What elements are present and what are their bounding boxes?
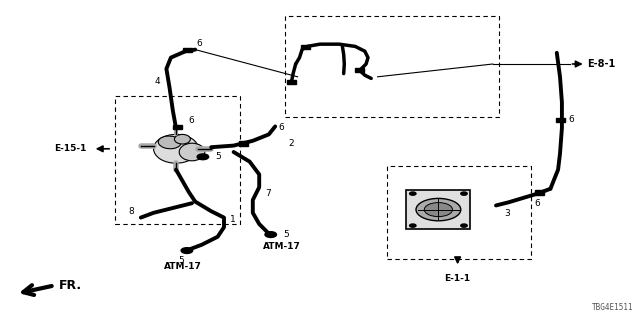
Text: ATM-17: ATM-17 [262, 242, 301, 251]
Text: E-1-1: E-1-1 [445, 274, 470, 283]
Text: 3: 3 [505, 209, 510, 218]
Text: E-8-1: E-8-1 [588, 59, 616, 69]
Ellipse shape [175, 134, 191, 144]
Text: E-15-1: E-15-1 [54, 144, 86, 153]
Text: 6: 6 [278, 124, 284, 132]
Bar [406, 190, 470, 229]
Text: 5: 5 [284, 230, 289, 239]
Bar [535, 190, 544, 195]
Text: TBG4E1511: TBG4E1511 [592, 303, 634, 312]
Bar [183, 48, 192, 52]
Circle shape [461, 192, 467, 195]
Text: 8: 8 [129, 207, 134, 216]
Ellipse shape [179, 143, 205, 161]
Bar [239, 141, 248, 146]
Text: 4: 4 [154, 77, 160, 86]
Circle shape [410, 224, 416, 227]
Bar [287, 80, 296, 84]
Text: 6: 6 [196, 39, 202, 48]
Circle shape [181, 248, 193, 253]
Text: FR.: FR. [59, 279, 82, 292]
Text: 7: 7 [266, 189, 271, 198]
Circle shape [265, 232, 276, 237]
Ellipse shape [158, 136, 181, 149]
Text: 2: 2 [288, 140, 294, 148]
Text: 6: 6 [568, 115, 574, 124]
Ellipse shape [154, 134, 198, 163]
Bar [387, 166, 531, 259]
Circle shape [424, 203, 452, 217]
Bar [285, 16, 499, 117]
Text: 6: 6 [189, 116, 195, 125]
Circle shape [197, 154, 209, 160]
Text: 5: 5 [216, 152, 221, 161]
Bar [173, 125, 182, 129]
Text: 6: 6 [535, 199, 540, 208]
Text: 5: 5 [179, 256, 184, 265]
Circle shape [410, 192, 416, 195]
Text: ATM-17: ATM-17 [163, 262, 202, 271]
Bar [301, 45, 310, 49]
Bar [556, 118, 565, 122]
Circle shape [416, 198, 461, 221]
Text: 1: 1 [230, 215, 236, 224]
Circle shape [461, 224, 467, 227]
Bar [115, 96, 240, 224]
Bar [355, 68, 364, 72]
